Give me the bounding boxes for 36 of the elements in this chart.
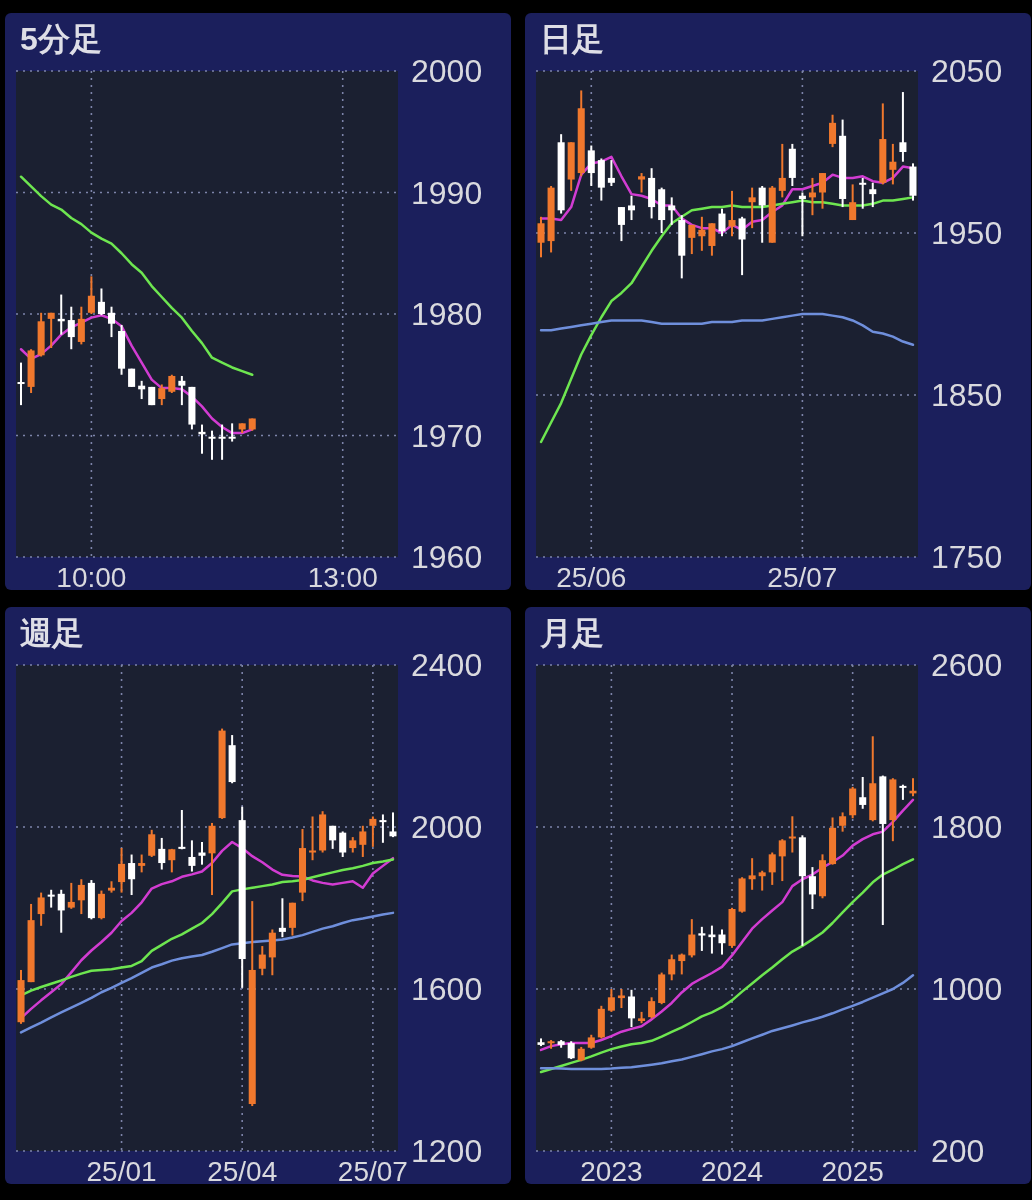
x-tick-label: 25/04 (207, 1156, 278, 1187)
y-tick-label: 1200 (411, 1133, 483, 1169)
x-tick-label: 25/07 (767, 562, 838, 593)
y-tick-label: 1850 (931, 377, 1003, 413)
x-tick-label: 25/01 (86, 1156, 157, 1187)
y-tick-label: 1990 (411, 174, 483, 211)
line-series (539, 858, 915, 1074)
x-tick-label: 2025 (821, 1156, 884, 1187)
x-tick-label: 25/07 (337, 1156, 408, 1187)
chart-title: 日足 (540, 21, 604, 57)
chart-title: 週足 (20, 615, 84, 651)
line-series (539, 973, 915, 1071)
y-tick-label: 2000 (411, 53, 483, 89)
line-series (19, 175, 254, 376)
y-tick-label: 2000 (411, 809, 483, 845)
x-tick-label: 2023 (580, 1156, 643, 1187)
y-tick-label: 1600 (411, 971, 483, 1007)
x-tick-label: 10:00 (56, 562, 127, 593)
y-tick-label: 1000 (931, 971, 1003, 1007)
y-tick-label: 1950 (931, 215, 1003, 251)
x-tick-label: 2024 (700, 1156, 764, 1187)
y-tick-label: 2050 (931, 53, 1003, 89)
y-tick-label: 1970 (411, 417, 483, 454)
y-tick-label: 1980 (411, 296, 483, 332)
chart-title: 月足 (539, 615, 604, 651)
line-series (539, 312, 915, 347)
x-tick-label: 25/06 (556, 562, 627, 593)
y-tick-label: 1750 (931, 539, 1003, 575)
y-tick-label: 200 (931, 1133, 985, 1169)
y-tick-label: 2400 (411, 647, 483, 683)
chart-title: 5分足 (20, 21, 102, 57)
x-tick-label: 13:00 (307, 562, 378, 593)
y-tick-label: 1960 (411, 539, 483, 575)
y-tick-label: 2600 (931, 647, 1003, 683)
line-series (19, 911, 395, 1034)
y-tick-label: 1800 (931, 809, 1003, 845)
